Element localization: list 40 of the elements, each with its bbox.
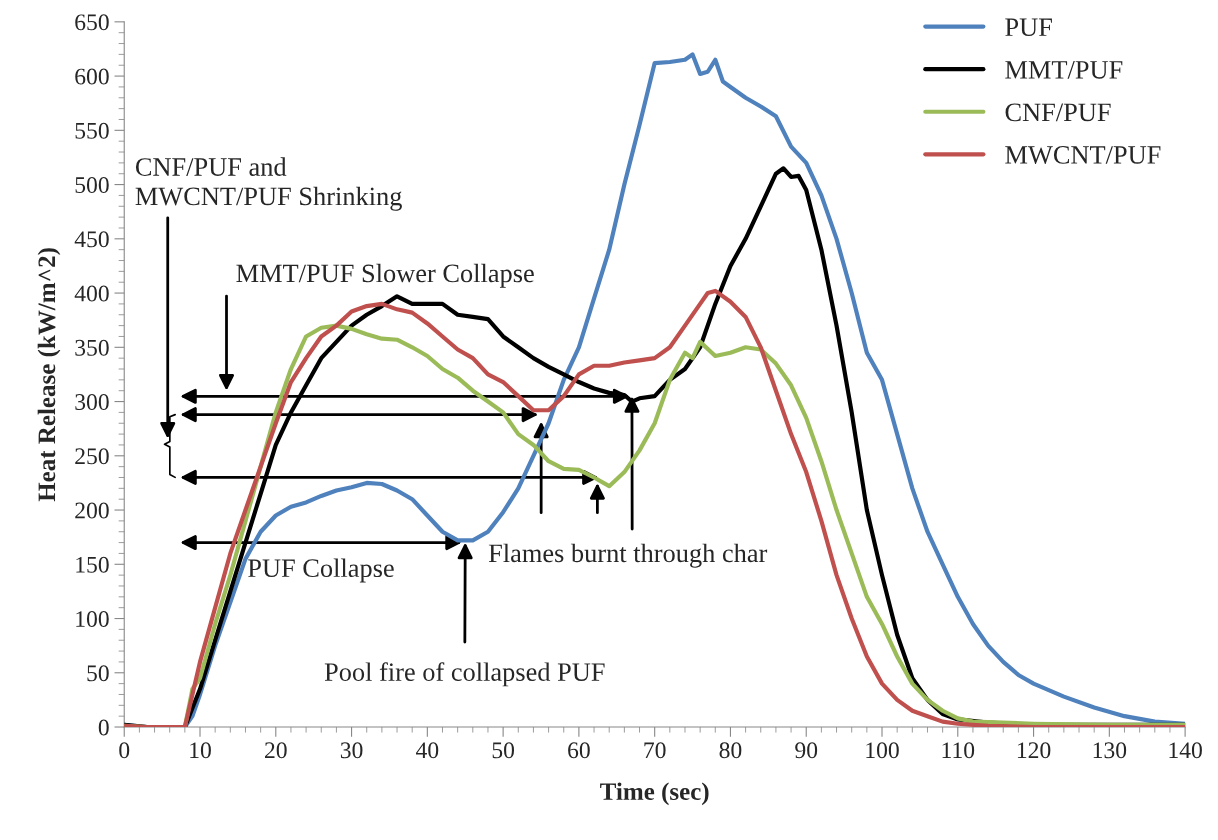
- x-tick-label: 100: [866, 742, 899, 759]
- y-tick-label: 650: [75, 14, 109, 31]
- x-tick-label: 140: [1169, 742, 1202, 759]
- annotation: PUF Collapse: [248, 558, 394, 583]
- x-tick-label: 40: [416, 742, 439, 759]
- y-tick-label: 500: [75, 177, 109, 193]
- x-tick-label: 0: [119, 742, 130, 759]
- y-tick-label: 300: [75, 394, 109, 410]
- x-tick-label: 20: [265, 742, 287, 759]
- legend-label: MWCNT/PUF: [1005, 146, 1161, 164]
- y-tick-label: 0: [98, 719, 109, 736]
- x-tick-label: 80: [719, 742, 742, 759]
- y-axis-title: Heat Release (kW/m^2): [37, 248, 61, 502]
- y-tick-label: 50: [87, 665, 109, 682]
- y-tick-label: 550: [75, 122, 109, 139]
- y-tick-label: 100: [76, 611, 109, 627]
- y-tick-label: 450: [74, 231, 109, 248]
- y-tick-label: 150: [76, 556, 109, 573]
- legend-label: PUF: [1005, 18, 1052, 37]
- annotation: CNF/PUF and MWCNT/PUF Shrinking: [135, 157, 402, 211]
- x-tick-label: 110: [942, 742, 975, 759]
- annotation: Flames burnt through char: [488, 543, 768, 568]
- y-tick-label: 600: [75, 68, 109, 85]
- x-tick-label: 70: [644, 742, 666, 759]
- x-tick-label: 10: [190, 742, 211, 759]
- y-tick-label: 250: [75, 448, 109, 465]
- x-axis-title: Time (sec): [600, 782, 709, 806]
- y-tick-label: 350: [75, 339, 109, 356]
- x-tick-label: 30: [340, 742, 363, 759]
- x-tick-label: 90: [795, 742, 818, 759]
- x-tick-label: 120: [1017, 742, 1051, 759]
- annotation: Pool fire of collapsed PUF: [324, 662, 605, 687]
- legend-label: CNF/PUF: [1005, 103, 1111, 122]
- annotation: MMT/PUF Slower Collapse: [236, 263, 534, 288]
- y-tick-label: 400: [74, 285, 109, 302]
- y-tick-label: 200: [75, 502, 109, 519]
- x-tick-label: 50: [492, 742, 515, 759]
- legend-label: MMT/PUF: [1005, 61, 1123, 79]
- x-tick-label: 60: [568, 742, 590, 759]
- x-tick-label: 130: [1093, 742, 1127, 759]
